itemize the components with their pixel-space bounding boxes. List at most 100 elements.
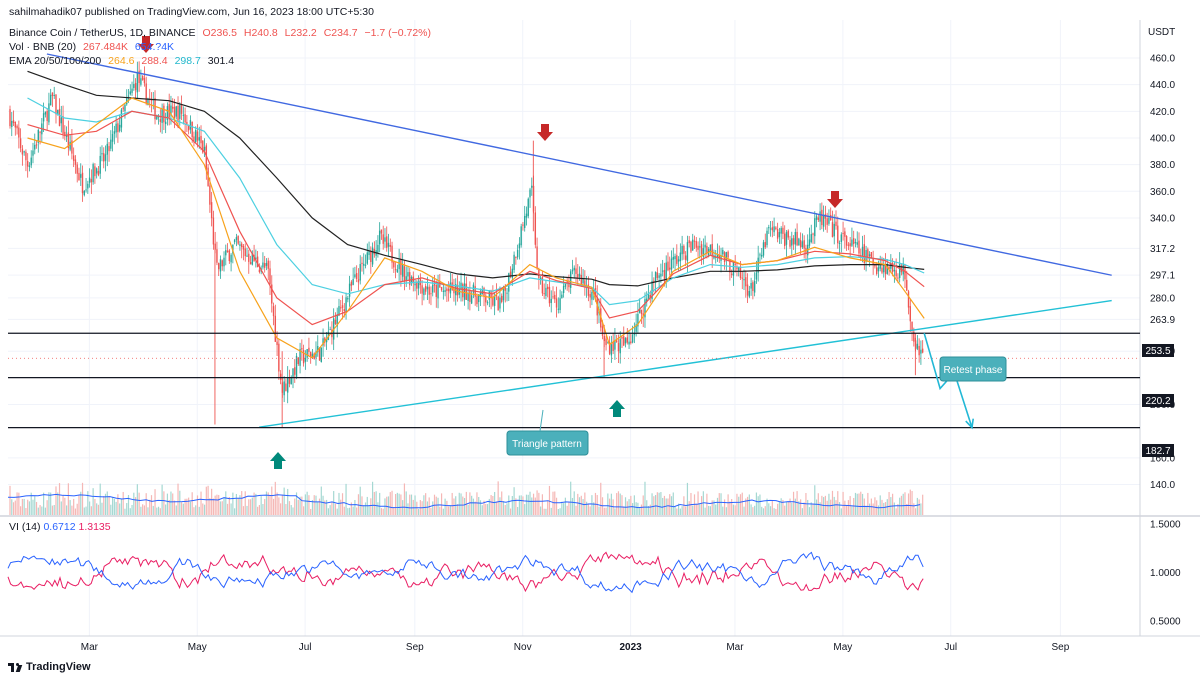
time-tick-label: May [833, 642, 852, 653]
volume-bar [85, 506, 87, 515]
candle-body [421, 285, 423, 294]
volume-bar [428, 497, 430, 515]
volume-bar [9, 485, 11, 515]
volume-bar [322, 495, 324, 515]
candle-body [623, 336, 625, 346]
volume-legend[interactable]: Vol · BNB (20) 267.484K 654.?4K [9, 41, 178, 53]
volume-bar [633, 495, 635, 515]
ema-legend[interactable]: EMA 20/50/100/200 264.6 288.4 298.7 301.… [9, 55, 238, 67]
candle-body [665, 262, 667, 280]
volume-bar [708, 505, 710, 515]
candle-body [322, 338, 324, 346]
candle-body [791, 238, 793, 246]
candle-body [315, 351, 317, 358]
candle-body [815, 216, 818, 220]
candle-body [865, 250, 867, 262]
volume-bar [907, 493, 910, 515]
candle-body [525, 213, 528, 218]
volume-bar [467, 504, 469, 515]
candle-body [706, 245, 708, 254]
candle-body [759, 254, 761, 256]
volume-bar [814, 485, 816, 515]
candle-body [651, 280, 653, 300]
volume-bar [543, 508, 545, 515]
candle-body [221, 260, 223, 267]
candle-body [177, 105, 179, 121]
candle-body [168, 104, 170, 118]
time-axis[interactable]: Mar May Jul Sep Nov 2023 Mar May Jul Sep [81, 642, 1070, 653]
candle-body [856, 242, 858, 245]
volume-bar [456, 504, 459, 515]
candle-body [741, 277, 743, 279]
candle-body [784, 233, 786, 247]
volume-bar [511, 496, 513, 515]
volume-bar [761, 506, 763, 515]
candle-body [42, 113, 45, 122]
volume-bar [616, 493, 618, 515]
volume-bar [11, 499, 13, 515]
volume-bar [138, 492, 140, 515]
candle-body [292, 368, 294, 377]
volume-bar [541, 494, 543, 515]
candle-body [44, 111, 47, 115]
candle-body [122, 107, 124, 110]
candle-body [679, 252, 682, 262]
volume-bar [193, 507, 195, 515]
volume-bar [766, 498, 768, 515]
candle-body [762, 242, 765, 256]
candle-body [669, 267, 671, 270]
volume-bar [736, 493, 738, 515]
tradingview-logo[interactable]: TradingView [8, 661, 91, 673]
volume-bar [117, 494, 119, 515]
candle-body [580, 275, 583, 285]
vi-tick-label: 1.5000 [1150, 520, 1181, 531]
candle-body [115, 123, 117, 133]
volume-bar [90, 506, 92, 515]
volume-bar [336, 508, 338, 515]
symbol-legend[interactable]: Binance Coin / TetherUS, 1D, BINANCE O23… [9, 27, 435, 39]
price-axis[interactable]: 460.0 440.0 420.0 400.0 380.0 360.0 340.0 317.2… [1150, 54, 1175, 492]
volume-bar [306, 491, 308, 515]
candle-body [750, 282, 752, 289]
volume-bar [426, 501, 429, 515]
volume-bar [540, 506, 542, 515]
volume-bar [754, 505, 756, 515]
candle-body [159, 119, 162, 122]
candle-body [147, 98, 149, 106]
volume-bar [48, 492, 50, 515]
candle-body [911, 321, 913, 330]
volume-bar [794, 498, 796, 515]
candle-body [638, 308, 641, 313]
candle-body [180, 104, 183, 114]
volume-label: Vol · BNB (20) [9, 41, 77, 53]
candle-body [485, 295, 487, 303]
volume-bar [465, 491, 467, 515]
volume-bar [119, 503, 121, 515]
volume-bar [170, 491, 172, 515]
candle-body [104, 154, 107, 161]
candle-body [547, 286, 549, 290]
volume-bar [787, 501, 789, 515]
volume-bar [407, 503, 409, 515]
volume-bar [589, 506, 591, 515]
volume-bar [87, 491, 89, 515]
candle-body [564, 282, 567, 287]
time-tick-label: Sep [1052, 642, 1070, 653]
volume-bar [639, 507, 641, 515]
volume-bar [311, 500, 314, 515]
volume-bar [692, 505, 694, 515]
ascending-trendline [259, 299, 1112, 428]
candle-body [400, 258, 402, 275]
candle-body [700, 244, 703, 255]
vi-legend[interactable]: VI (14) 0.6712 1.3135 [9, 521, 111, 533]
price-tick-label: 380.0 [1150, 160, 1175, 171]
candle-body [812, 233, 814, 235]
candle-body [94, 166, 96, 177]
volume-bar [140, 506, 142, 515]
candle-body [486, 302, 489, 304]
volume-bar [439, 506, 441, 515]
volume-bar [573, 491, 575, 515]
volume-ma: 654.?4K [134, 41, 175, 53]
candle-body [828, 217, 830, 224]
